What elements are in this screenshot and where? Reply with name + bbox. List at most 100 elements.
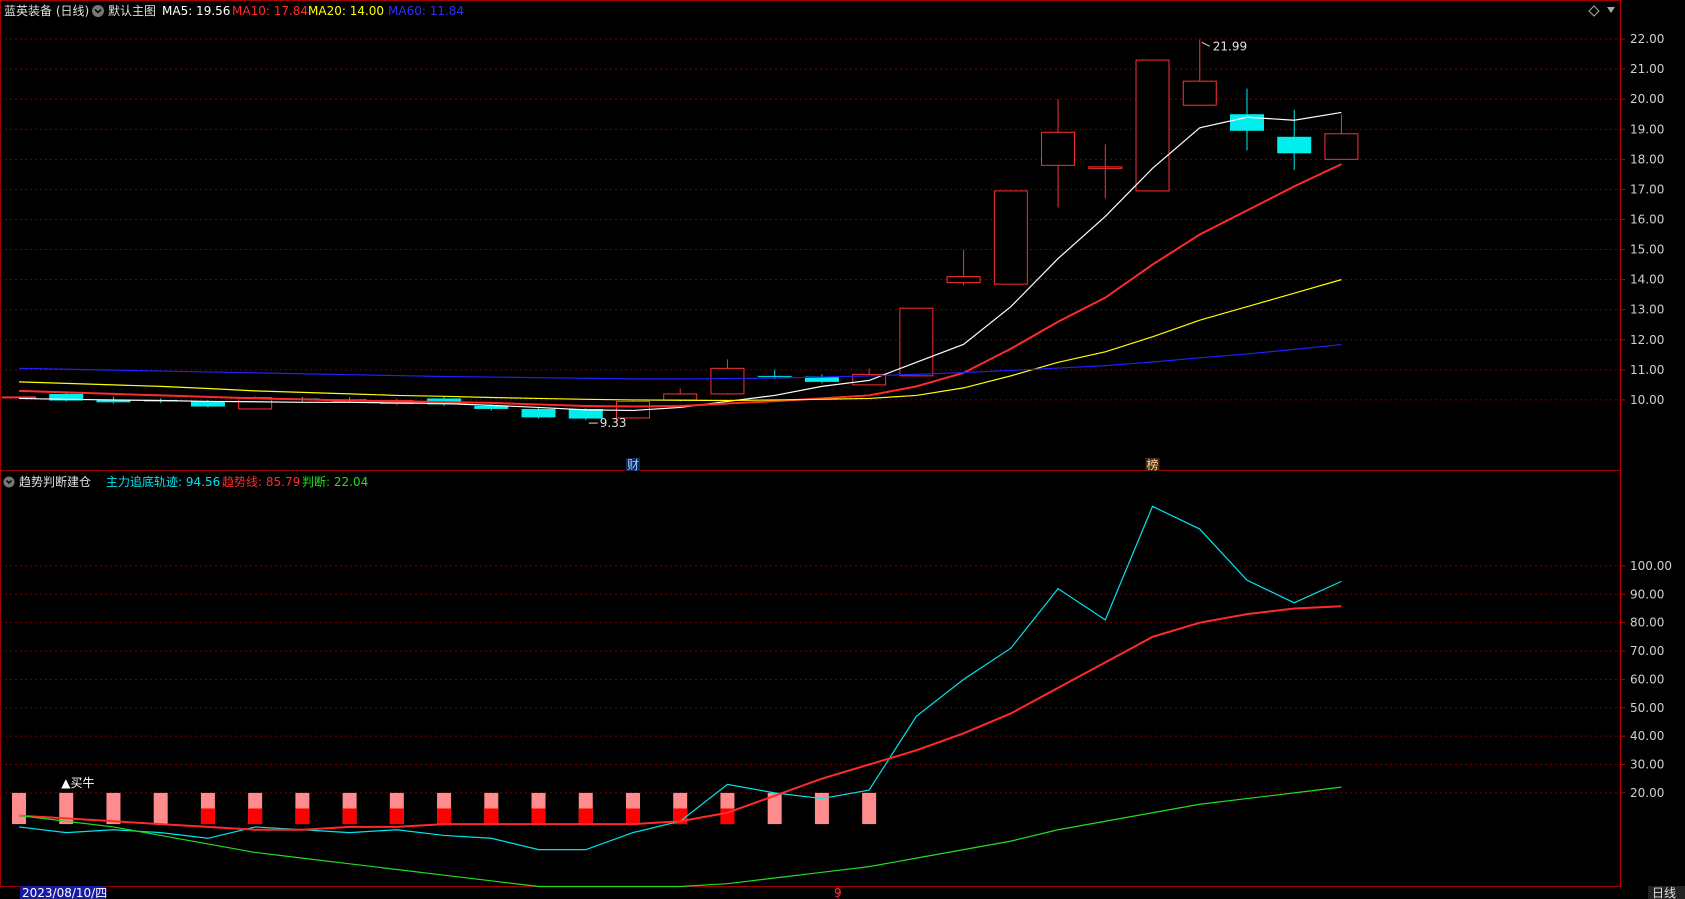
signal-bar-dark: [248, 808, 263, 825]
main-tick-label: 13.00: [1630, 303, 1664, 317]
indicator-name[interactable]: 趋势判断建仓: [19, 474, 91, 489]
indicator-y-axis: 20.00 30.00 40.00 50.00 60.00 70.00 80.00 90.00…: [1620, 559, 1672, 800]
candle-body: [1041, 131, 1076, 166]
candle: [663, 388, 698, 402]
signal-bar: [59, 792, 74, 825]
main-tick-label: 15.00: [1630, 243, 1664, 257]
ma-line-ma5: [18, 111, 1342, 412]
main-tick-label: 17.00: [1630, 182, 1664, 196]
indicator-tick-label: 60.00: [1630, 672, 1664, 686]
signal-bar: [106, 792, 121, 825]
signal-bar-dark: [342, 808, 357, 825]
candle-body: [96, 399, 131, 403]
indicator-lines: [18, 505, 1342, 888]
signal-bar: [767, 792, 782, 825]
indicator-legend-judge: 判断: 22.04: [302, 474, 368, 489]
date-label: 2023/08/10/四: [22, 886, 107, 899]
indicator-tick-label: 40.00: [1630, 729, 1664, 743]
candle-body: [521, 408, 556, 418]
chevron-down-icon: [6, 480, 12, 484]
signal-bar-light: [862, 792, 877, 825]
candle-body: [804, 376, 839, 382]
indicator-annotations: ▲买牛: [61, 775, 94, 790]
candle-body: [899, 307, 934, 377]
main-tick-label: 11.00: [1630, 363, 1664, 377]
candle-body: [852, 373, 887, 386]
chevron-down-icon: [94, 8, 102, 14]
indicator-legend-track: 主力追底轨迹: 94.56: [106, 474, 220, 489]
ma-line-ma10: [18, 163, 1342, 408]
main-grid: [0, 38, 1620, 401]
candle-body: [663, 393, 698, 401]
candle-body: [190, 401, 225, 407]
indicator-tick-label: 20.00: [1630, 786, 1664, 800]
ma-line-ma20: [18, 279, 1342, 402]
period-box[interactable]: [1648, 886, 1685, 899]
event-tag-finance[interactable]: [625, 458, 640, 471]
candle-body: [1088, 166, 1123, 169]
stock-name: 蓝英装备 (日线): [4, 4, 89, 18]
main-tick-label: 20.00: [1630, 92, 1664, 106]
candle-body: [1135, 59, 1170, 192]
ma5-legend: MA5: 19.56: [162, 4, 230, 18]
main-tick-label: 21.00: [1630, 62, 1664, 76]
candle-body: [710, 367, 745, 395]
signal-bar-dark: [578, 808, 593, 825]
indicator-tick-label: 100.00: [1630, 559, 1672, 573]
high-price-label: 21.99: [1213, 39, 1247, 53]
indicator-legend-trend: 趋势线: 85.79: [222, 475, 300, 489]
main-header: 蓝英装备 (日线) 默认主图 MA5: 19.56 MA10: 17.84 MA…: [4, 3, 1615, 18]
signal-bar-dark: [437, 808, 452, 825]
indicator-tick-label: 50.00: [1630, 701, 1664, 715]
dropdown-icon[interactable]: [1607, 7, 1615, 13]
candle: [993, 190, 1028, 285]
candle: [1277, 109, 1312, 170]
candle-body: [49, 393, 84, 401]
chart-menu-label[interactable]: 默认主图: [108, 3, 156, 18]
ma10-legend: MA10: 17.84: [232, 4, 308, 18]
chart-menu-button[interactable]: 默认主图: [92, 3, 156, 18]
signal-bar-dark: [389, 808, 404, 825]
buy-signal-label: ▲买牛: [61, 775, 94, 790]
signal-bar: [200, 792, 215, 825]
indicator-tick-label: 80.00: [1630, 616, 1664, 630]
signal-bar: [295, 792, 310, 825]
date-box: [20, 886, 106, 899]
signal-bar-light: [12, 792, 26, 825]
signal-bar: [578, 792, 593, 825]
main-tick-label: 16.00: [1630, 212, 1664, 226]
candle: [899, 307, 934, 377]
candle-body: [757, 375, 792, 377]
signal-bar: [862, 792, 877, 825]
signal-bar: [531, 792, 546, 825]
candle-body: [1277, 136, 1312, 154]
period-label[interactable]: 日线: [1652, 886, 1676, 899]
moving-average-lines: [18, 111, 1342, 412]
signal-bar-dark: [295, 808, 310, 825]
indicator-menu-icon[interactable]: [3, 476, 15, 488]
event-tag-ranking-label: 榜: [1147, 457, 1159, 472]
signal-bar-light: [106, 792, 121, 825]
ma60-legend: MA60: 11.84: [388, 4, 464, 18]
candle-body: [1182, 80, 1217, 106]
main-tick-label: 19.00: [1630, 122, 1664, 136]
candle: [804, 374, 839, 384]
signal-bar: [625, 792, 640, 825]
diamond-icon[interactable]: [1588, 5, 1600, 17]
footer: 2023/08/10/四 9 日线: [20, 886, 1685, 899]
indicator-panel-frame: [0, 470, 1621, 887]
candle: [2, 396, 36, 399]
main-tick-label: 18.00: [1630, 152, 1664, 166]
signal-bar-light: [814, 792, 829, 825]
indicator-tick-label: 70.00: [1630, 644, 1664, 658]
indicator-line-1: [18, 605, 1342, 831]
candle: [757, 369, 792, 378]
signal-bar: [248, 792, 263, 825]
signal-bar: [720, 792, 735, 825]
candle-body: [993, 190, 1028, 285]
high-marker-arrow: [1201, 41, 1210, 47]
event-tag-ranking[interactable]: [1145, 458, 1160, 471]
signal-bar: [153, 792, 168, 825]
candle: [946, 249, 981, 286]
